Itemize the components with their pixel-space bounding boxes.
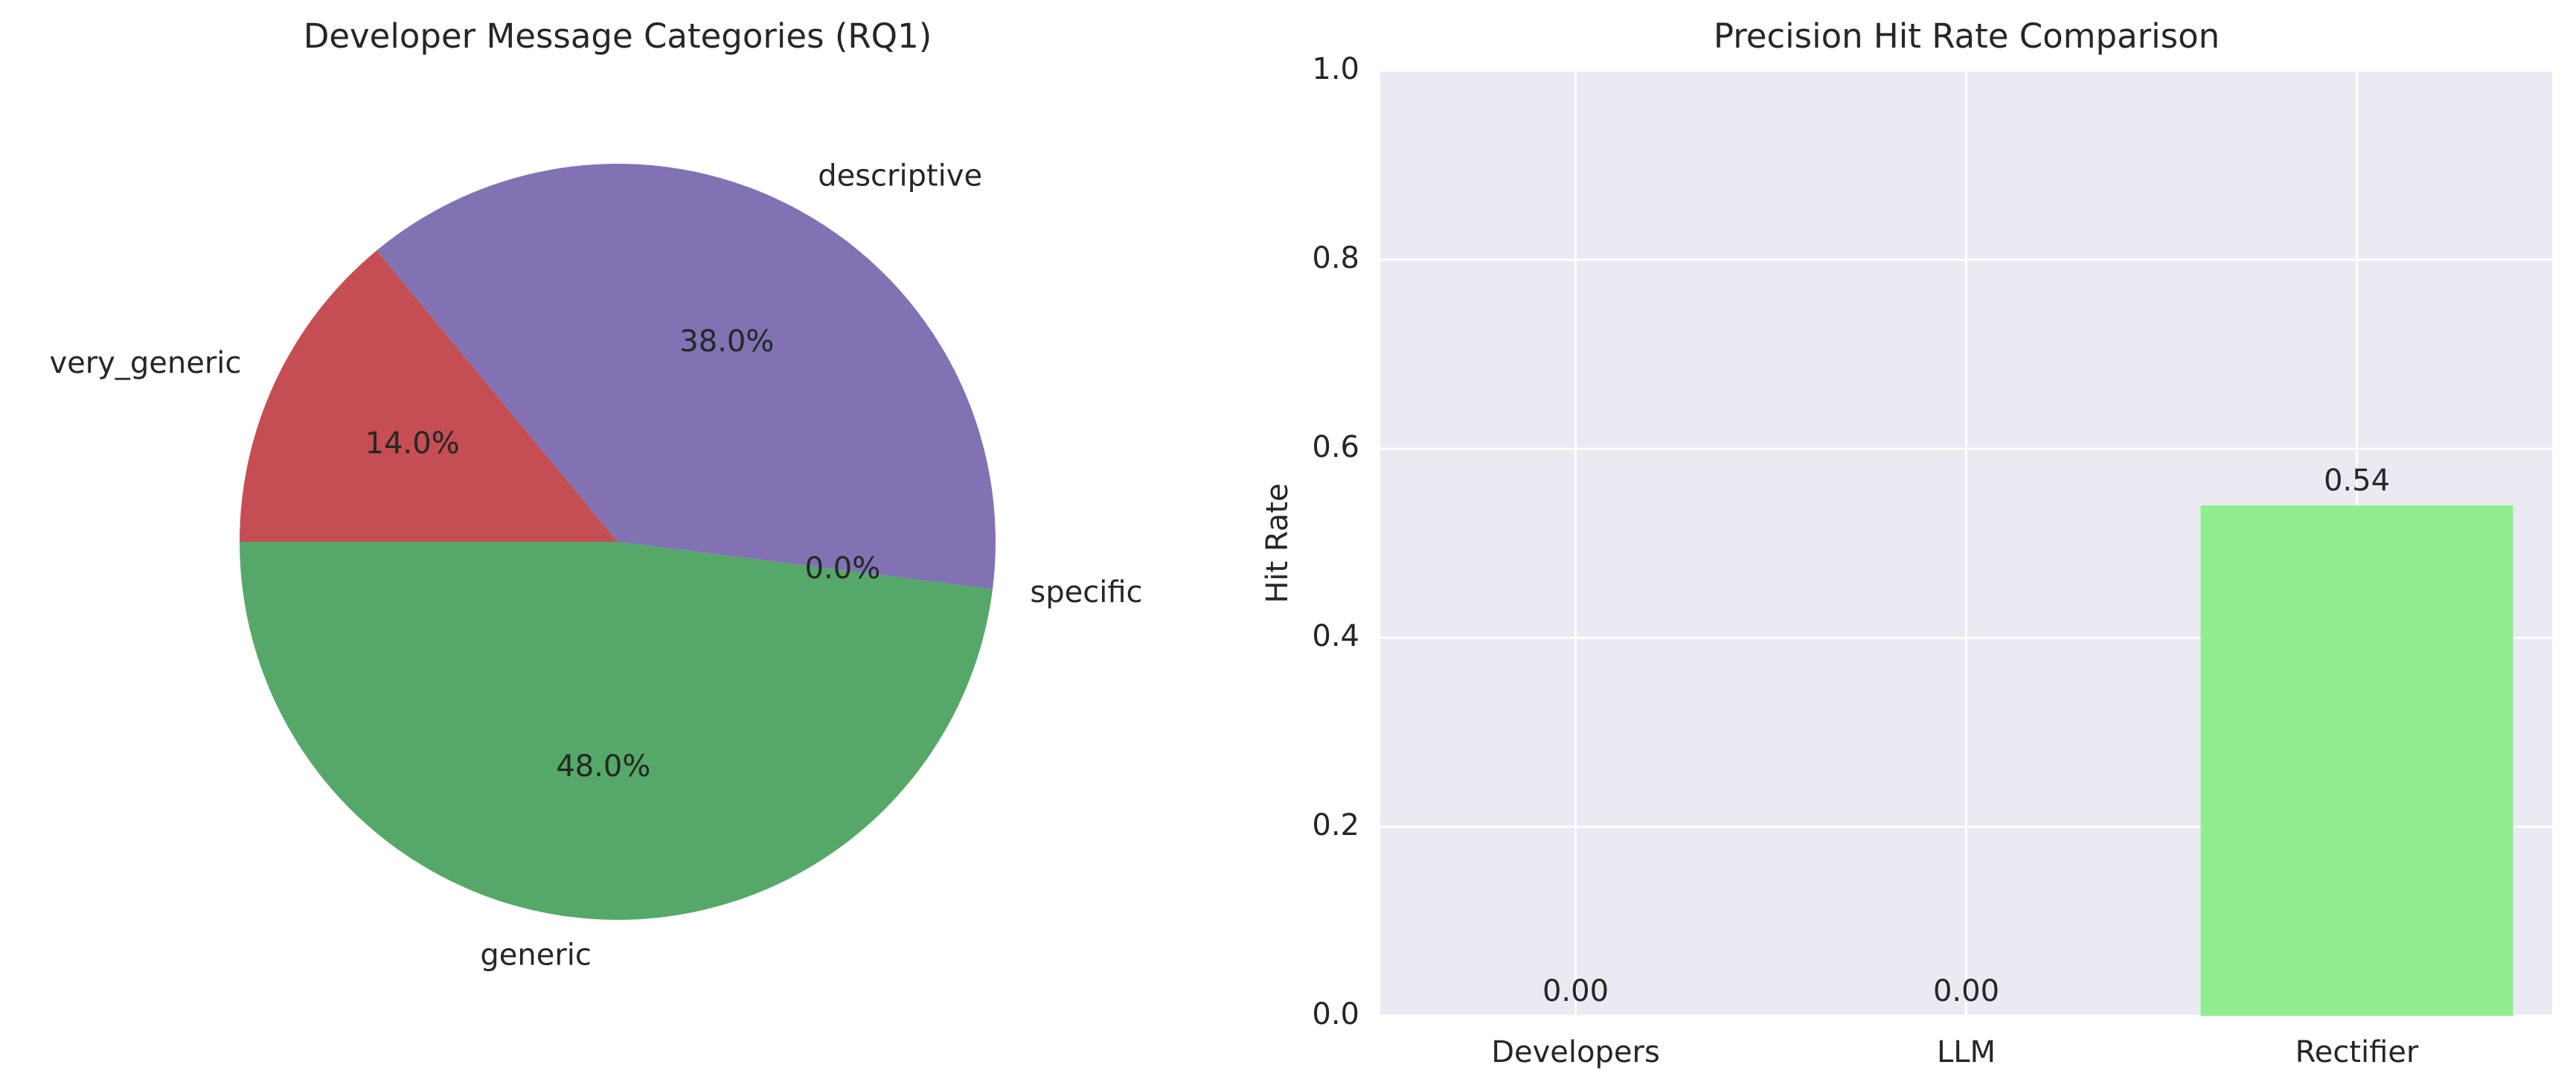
bar-chart-panel: Precision Hit Rate Comparison 0.00.20.40… (1260, 16, 2552, 1069)
pie-pct-label-very-generic: 14.0% (365, 426, 460, 461)
pie-chart-panel: Developer Message Categories (RQ1) gener… (49, 16, 1142, 973)
pie-label-descriptive: descriptive (818, 159, 982, 193)
bar-rectifier (2200, 505, 2513, 1016)
pie-pct-label-specific: 0.0% (805, 551, 881, 586)
pie-label-specific: specific (1030, 575, 1142, 610)
pie-chart-title: Developer Message Categories (RQ1) (304, 16, 932, 56)
x-tick-labels: Developers LLM Rectifier (1491, 1035, 2419, 1069)
y-tick-label: 0.8 (1312, 241, 1359, 275)
bar-chart-title: Precision Hit Rate Comparison (1714, 16, 2220, 56)
y-tick-label: 0.4 (1312, 619, 1359, 653)
bar-value-label-rectifier: 0.54 (2324, 464, 2390, 498)
bars (2200, 505, 2513, 1016)
pie-pct-label-generic: 48.0% (556, 749, 650, 784)
y-tick-label: 0.6 (1312, 430, 1359, 464)
bar-value-label-developers: 0.00 (1542, 974, 1609, 1008)
x-tick-label-developers: Developers (1491, 1035, 1660, 1069)
bar-value-label-llm: 0.00 (1933, 974, 1999, 1008)
pie-slice-descriptive (377, 163, 996, 589)
y-tick-labels: 0.0 0.2 0.4 0.6 0.8 1.0 (1312, 52, 1359, 1031)
y-tick-label: 1.0 (1312, 52, 1359, 86)
pie-labels: generic 48.0% specific 0.0% descriptive 38.0%… (49, 159, 1142, 972)
x-tick-label-llm: LLM (1937, 1035, 1996, 1069)
x-tick-label-rectifier: Rectifier (2295, 1035, 2419, 1069)
y-tick-label: 0.0 (1312, 997, 1359, 1031)
pie-slices (240, 163, 996, 921)
pie-pct-label-descriptive: 38.0% (679, 324, 774, 359)
pie-label-generic: generic (480, 938, 592, 973)
bar-value-labels: 0.00 0.00 0.54 (1542, 464, 2390, 1008)
pie-slice-generic (240, 542, 993, 921)
pie-label-very-generic: very_generic (49, 346, 241, 380)
y-tick-label: 0.2 (1312, 808, 1359, 842)
y-axis-label: Hit Rate (1260, 483, 1295, 603)
pie-slice-very-generic (240, 250, 618, 542)
